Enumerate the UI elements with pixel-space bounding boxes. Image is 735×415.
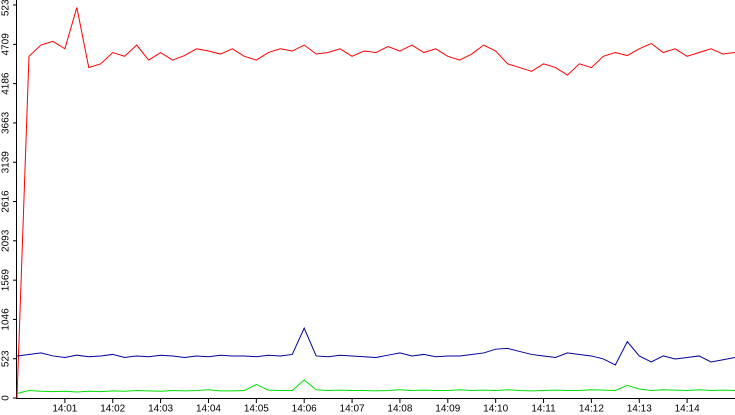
y-tick-label: 1569: [1, 269, 12, 292]
x-tick-label: 14:07: [340, 404, 365, 415]
y-tick-label: 3663: [1, 111, 12, 134]
x-tick-label: 14:01: [52, 404, 77, 415]
y-tick-label: 4186: [1, 72, 12, 95]
x-tick-label: 14:14: [675, 404, 700, 415]
y-tick-label: 3139: [1, 151, 12, 174]
x-tick-label: 14:12: [579, 404, 604, 415]
x-tick-label: 14:11: [531, 404, 556, 415]
series-line: [16, 326, 735, 366]
y-tick-label: 5233: [1, 0, 12, 16]
y-tick-label: 1046: [1, 308, 12, 331]
x-tick-label: 14:13: [627, 404, 652, 415]
x-tick-label: 14:09: [435, 404, 460, 415]
x-tick-label: 14:03: [148, 404, 173, 415]
x-tick-label: 14:05: [244, 404, 269, 415]
y-tick-label: 0: [1, 395, 12, 401]
x-tick-label: 14:02: [100, 404, 125, 415]
x-tick-label: 14:10: [483, 404, 508, 415]
series-line: [16, 379, 735, 394]
y-tick-label: 523: [1, 350, 12, 367]
x-tick-label: 14:06: [292, 404, 317, 415]
y-tick-label: 4709: [1, 33, 12, 56]
y-tick-label: 2093: [1, 229, 12, 252]
y-tick-label: 2616: [1, 190, 12, 213]
x-tick-label: 14:04: [196, 404, 221, 415]
x-tick-label: 14:08: [387, 404, 412, 415]
series-line: [16, 7, 735, 399]
